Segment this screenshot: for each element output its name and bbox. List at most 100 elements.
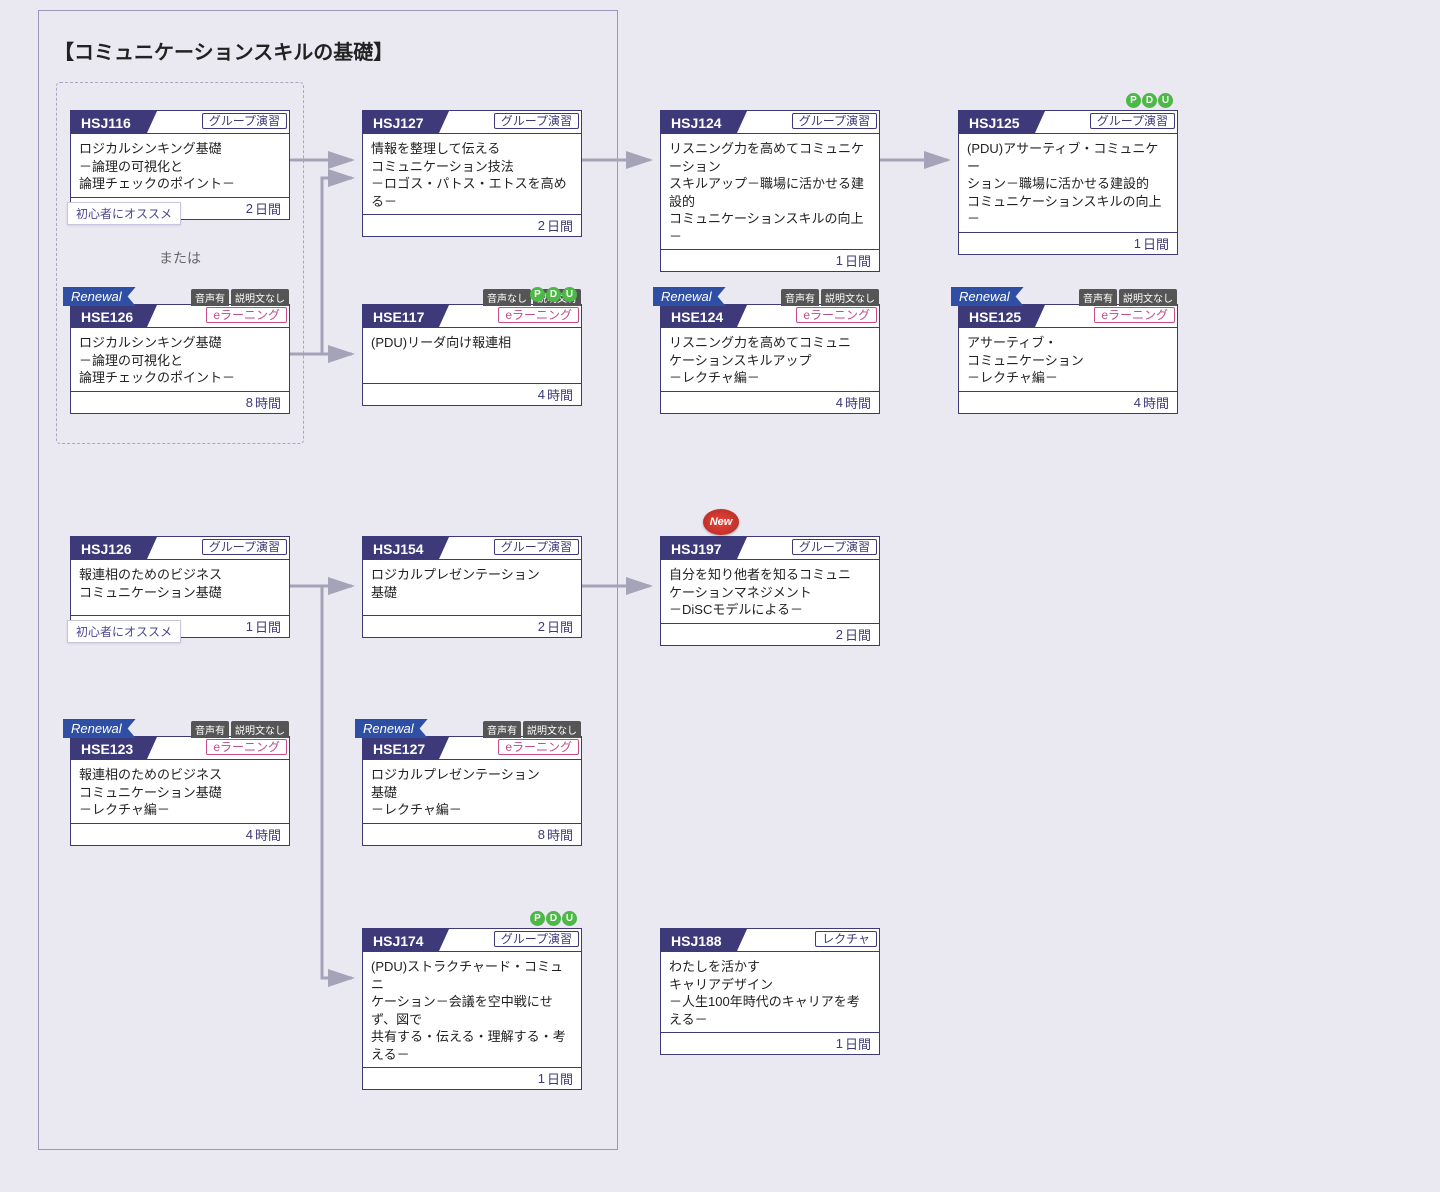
course-card-hse124[interactable]: HSE124 eラーニングリスニング力を高めてコミュニケーションスキルアップ－レク… [660, 304, 880, 414]
course-card-hse127[interactable]: HSE127eラーニングロジカルプレゼンテーション基礎－レクチャ編－8時間Ren… [362, 736, 582, 846]
card-header: HSJ124 グループ演習 [661, 111, 879, 133]
course-card-hse123[interactable]: HSE123eラーニング報連相のためのビジネスコミュニケーション基礎－レクチャ編… [70, 736, 290, 846]
section-title: 【コミュニケーションスキルの基礎】 [54, 36, 393, 65]
duration-unit: 時間 [255, 825, 281, 844]
course-card-hsj174[interactable]: HSJ174グループ演習(PDU)ストラクチャード・コミュニケーション－会議を空… [362, 928, 582, 1090]
duration-value: 1 [246, 619, 253, 634]
course-type-tag: eラーニング [206, 307, 287, 323]
course-code: HSJ154 [363, 537, 449, 559]
course-title: ロジカルシンキング基礎－論理の可視化と論理チェックのポイント－ [71, 327, 289, 391]
card-footer: 1日間 [363, 1067, 581, 1089]
duration-value: 1 [1134, 236, 1141, 251]
card-footer: 4時間 [959, 391, 1177, 413]
card-footer: 2日間初心者にオススメ [71, 197, 289, 219]
course-card-hsj124[interactable]: HSJ124グループ演習リスニング力を高めてコミュニケーションスキルアップ－職場… [660, 110, 880, 272]
audio-tag: 音声有説明文なし [1077, 289, 1177, 306]
course-card-hsj127[interactable]: HSJ127グループ演習情報を整理して伝えるコミュニケーション技法－ロゴス・パト… [362, 110, 582, 237]
recommend-badge: 初心者にオススメ [67, 620, 181, 643]
course-code: HSE123 [71, 737, 157, 759]
course-type-tag: eラーニング [498, 307, 579, 323]
course-title: (PDU)リーダ向け報連相 [363, 327, 581, 383]
card-footer: 2日間 [363, 615, 581, 637]
course-title: リスニング力を高めてコミュニケーションスキルアップ－レクチャ編－ [661, 327, 879, 391]
card-footer: 8時間 [71, 391, 289, 413]
duration-unit: 日間 [255, 617, 281, 636]
course-card-hsj188[interactable]: HSJ188レクチャわたしを活かすキャリアデザイン－人生100年時代のキャリアを… [660, 928, 880, 1055]
renewal-ribbon: Renewal [951, 287, 1024, 306]
course-type-tag: eラーニング [1094, 307, 1175, 323]
duration-value: 4 [836, 395, 843, 410]
course-card-hsj116[interactable]: HSJ116グループ演習ロジカルシンキング基礎－論理の可視化と論理チェックのポイ… [70, 110, 290, 220]
course-type-tag: eラーニング [206, 739, 287, 755]
duration-value: 1 [538, 1071, 545, 1086]
course-code: HSE124 [661, 305, 747, 327]
or-label: または [150, 248, 210, 268]
card-footer: 4時間 [661, 391, 879, 413]
card-header: HSE126eラーニング [71, 305, 289, 327]
duration-unit: 日間 [845, 1034, 871, 1053]
course-title: 報連相のためのビジネスコミュニケーション基礎 [71, 559, 289, 615]
renewal-ribbon: Renewal [355, 719, 428, 738]
renewal-ribbon: Renewal [63, 287, 136, 306]
card-header: HSJ126グループ演習 [71, 537, 289, 559]
audio-tag: 音声有説明文なし [481, 721, 581, 738]
duration-unit: 時間 [547, 385, 573, 404]
renewal-ribbon: Renewal [653, 287, 726, 306]
course-title: ロジカルシンキング基礎－論理の可視化と論理チェックのポイント－ [71, 133, 289, 197]
course-card-hsj126[interactable]: HSJ126グループ演習報連相のためのビジネスコミュニケーション基礎1日間初心者… [70, 536, 290, 638]
card-header: HSE124 eラーニング [661, 305, 879, 327]
recommend-badge: 初心者にオススメ [67, 202, 181, 225]
card-footer: 4時間 [71, 823, 289, 845]
course-code: HSJ125 [959, 111, 1045, 133]
card-header: HSJ154 グループ演習 [363, 537, 581, 559]
card-header: HSJ125グループ演習 [959, 111, 1177, 133]
course-type-tag: グループ演習 [792, 113, 877, 129]
pdu-badge: PDU [530, 287, 577, 302]
new-badge: New [703, 509, 739, 535]
duration-value: 2 [246, 201, 253, 216]
card-header: HSE127eラーニング [363, 737, 581, 759]
duration-value: 8 [246, 395, 253, 410]
card-header: HSE125 eラーニング [959, 305, 1177, 327]
duration-value: 1 [836, 1036, 843, 1051]
course-card-hsj125[interactable]: HSJ125グループ演習(PDU)アサーティブ・コミュニケーション－職場に活かせ… [958, 110, 1178, 255]
duration-value: 4 [1134, 395, 1141, 410]
course-card-hsj197[interactable]: HSJ197グループ演習自分を知り他者を知るコミュニケーションマネジメント－Di… [660, 536, 880, 646]
card-footer: 1日間 [959, 232, 1177, 254]
course-card-hse126[interactable]: HSE126eラーニングロジカルシンキング基礎－論理の可視化と論理チェックのポイ… [70, 304, 290, 414]
course-title: ロジカルプレゼンテーション基礎 [363, 559, 581, 615]
duration-value: 8 [538, 827, 545, 842]
card-footer: 8時間 [363, 823, 581, 845]
course-type-tag: グループ演習 [494, 539, 579, 555]
course-code: HSJ126 [71, 537, 157, 559]
card-header: HSJ197グループ演習 [661, 537, 879, 559]
course-code: HSE127 [363, 737, 449, 759]
duration-unit: 日間 [547, 1069, 573, 1088]
card-header: HSJ188レクチャ [661, 929, 879, 951]
card-footer: 2日間 [363, 214, 581, 236]
course-code: HSE125 [959, 305, 1045, 327]
course-type-tag: グループ演習 [494, 113, 579, 129]
course-type-tag: eラーニング [796, 307, 877, 323]
duration-unit: 時間 [845, 393, 871, 412]
duration-value: 2 [836, 627, 843, 642]
card-header: HSJ116グループ演習 [71, 111, 289, 133]
course-title: 自分を知り他者を知るコミュニケーションマネジメント－DiSCモデルによる－ [661, 559, 879, 623]
duration-unit: 時間 [547, 825, 573, 844]
course-code: HSJ127 [363, 111, 449, 133]
duration-value: 2 [538, 218, 545, 233]
course-code: HSJ124 [661, 111, 747, 133]
course-title: アサーティブ・コミュニケーション－レクチャ編－ [959, 327, 1177, 391]
course-code: HSJ174 [363, 929, 449, 951]
course-code: HSJ197 [661, 537, 747, 559]
duration-value: 4 [538, 387, 545, 402]
duration-unit: 日間 [547, 216, 573, 235]
course-card-hse125[interactable]: HSE125eラーニングアサーティブ・コミュニケーション－レクチャ編－4時間Re… [958, 304, 1178, 414]
course-card-hse117[interactable]: HSE117eラーニング(PDU)リーダ向け報連相4時間音声なし説明文有PDU [362, 304, 582, 406]
course-card-hsj154[interactable]: HSJ154 グループ演習ロジカルプレゼンテーション基礎2日間 [362, 536, 582, 638]
card-header: HSJ127 グループ演習 [363, 111, 581, 133]
duration-unit: 日間 [1143, 234, 1169, 253]
audio-tag: 音声有説明文なし [189, 289, 289, 306]
card-footer: 1日間 [661, 1032, 879, 1054]
card-footer: 1日間初心者にオススメ [71, 615, 289, 637]
